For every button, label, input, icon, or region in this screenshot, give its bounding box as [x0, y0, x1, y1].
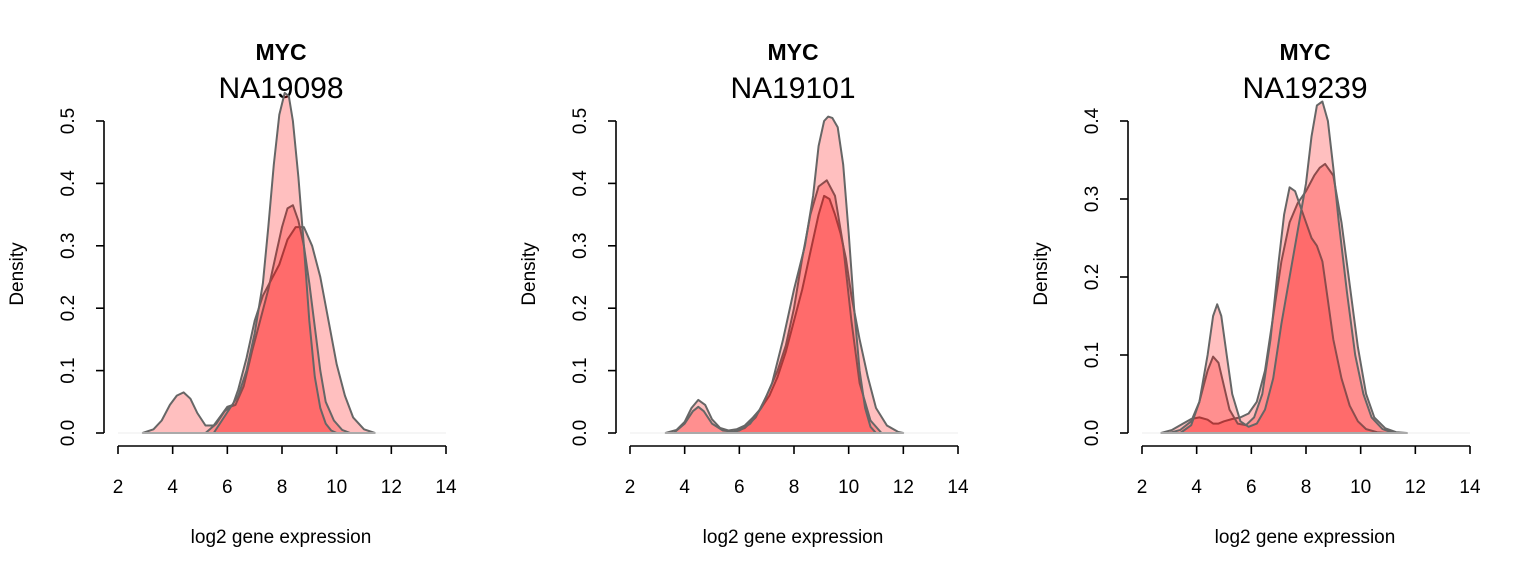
y-tick-label: 0.3: [570, 233, 591, 259]
x-tick-label: 14: [435, 477, 457, 498]
y-tick-label: 0.0: [58, 420, 79, 446]
x-tick-label: 12: [381, 477, 402, 498]
panel-title: MYC: [1279, 39, 1330, 65]
x-tick-label: 10: [838, 477, 859, 498]
y-tick-label: 0.0: [570, 420, 591, 446]
x-tick-label: 8: [1301, 477, 1312, 498]
y-tick-label: 0.1: [570, 357, 591, 383]
y-tick-label: 0.2: [1082, 264, 1103, 290]
x-tick-label: 8: [789, 477, 800, 498]
x-tick-label: 14: [947, 477, 969, 498]
y-tick-label: 0.1: [1082, 342, 1103, 368]
x-tick-label: 12: [1405, 477, 1426, 498]
density-series-3: [727, 115, 877, 434]
y-axis-label: Density: [1031, 242, 1052, 306]
density-plot-area: 2 4 6 8 10 12 14 0.0 0.1 0.2 0.3 0.4 0.5: [58, 91, 457, 498]
x-tick-label: 8: [277, 477, 288, 498]
density-plot-area: 2 4 6 8 10 12 14 0.0 0.1 0.2 0.3 0.4 0.5: [570, 108, 969, 498]
panel-subtitle: NA19101: [730, 72, 855, 105]
x-axis-label: log2 gene expression: [1215, 527, 1396, 548]
x-axis-label: log2 gene expression: [191, 527, 372, 548]
density-series-1: [1160, 162, 1409, 434]
x-tick-label: 14: [1459, 477, 1481, 498]
panel-na19101: MYC NA19101 2 4 6 8 10 12 14 0.0 0.1 0.2 0.3 0.4 0.5…: [519, 39, 969, 548]
panel-na19239: MYC NA19239 2 4 6 8 10 12 14 0.0 0.1 0.2 0.3 0.4 lo…: [1031, 39, 1481, 548]
y-tick-label: 0.4: [58, 170, 79, 197]
y-tick-label: 0.5: [58, 108, 79, 134]
x-tick-label: 10: [1350, 477, 1371, 498]
density-series-2: [1168, 186, 1389, 434]
y-tick-label: 0.3: [1082, 186, 1103, 212]
y-axis-label: Density: [519, 242, 540, 306]
y-tick-label: 0.2: [58, 295, 79, 321]
x-axis-label: log2 gene expression: [703, 527, 884, 548]
panel-title: MYC: [255, 39, 306, 65]
panel-subtitle: NA19098: [218, 72, 343, 105]
y-tick-label: 0.2: [570, 295, 591, 321]
x-tick-label: 12: [893, 477, 914, 498]
density-series-3: [1179, 100, 1395, 434]
y-tick-label: 0.0: [1082, 420, 1103, 446]
x-tick-label: 4: [679, 477, 690, 498]
y-tick-label: 0.4: [1082, 107, 1103, 134]
y-tick-label: 0.3: [58, 233, 79, 259]
x-tick-label: 2: [1137, 477, 1148, 498]
x-tick-label: 10: [326, 477, 347, 498]
x-tick-label: 4: [1191, 477, 1202, 498]
x-tick-label: 6: [222, 477, 233, 498]
x-tick-label: 6: [1246, 477, 1257, 498]
x-tick-label: 2: [625, 477, 636, 498]
density-series-1: [141, 226, 376, 434]
density-series-3: [212, 91, 338, 434]
x-tick-label: 2: [113, 477, 124, 498]
density-plot-area: 2 4 6 8 10 12 14 0.0 0.1 0.2 0.3 0.4: [1082, 100, 1481, 498]
panel-subtitle: NA19239: [1242, 72, 1367, 105]
y-tick-label: 0.1: [58, 357, 79, 383]
y-tick-label: 0.4: [570, 170, 591, 197]
x-tick-label: 4: [167, 477, 178, 498]
panel-title: MYC: [767, 39, 818, 65]
y-tick-label: 0.5: [570, 108, 591, 134]
x-tick-label: 6: [734, 477, 745, 498]
y-axis-label: Density: [7, 242, 28, 306]
panel-na19098: MYC NA19098 2 4 6 8 10 12 14 0.0 0.1 0.2 0.3 0.4 0.5…: [7, 39, 457, 548]
density-series-2: [672, 179, 883, 434]
